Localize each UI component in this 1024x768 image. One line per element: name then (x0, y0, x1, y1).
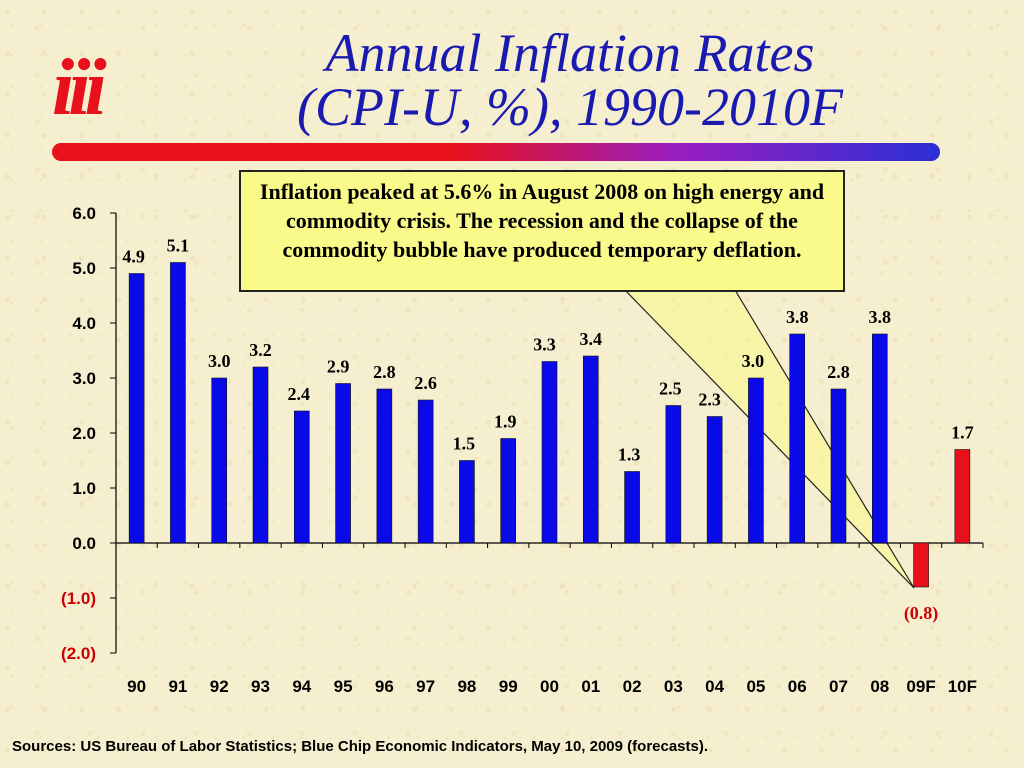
x-tick-label-90: 90 (127, 677, 146, 696)
data-label-94: 2.4 (288, 384, 311, 404)
y-tick-label: 3.0 (72, 369, 96, 388)
source-note: Sources: US Bureau of Labor Statistics; … (12, 738, 709, 755)
bar-00 (541, 361, 558, 544)
data-label-00: 3.3 (533, 335, 556, 355)
bar-03 (665, 405, 682, 544)
x-tick-label-93: 93 (251, 677, 270, 696)
y-tick-label: 2.0 (72, 424, 96, 443)
bar-07 (830, 388, 847, 544)
bar-09F (913, 542, 929, 588)
x-tick-label-01: 01 (581, 677, 600, 696)
x-tick-label-98: 98 (457, 677, 476, 696)
x-tick-label-00: 00 (540, 677, 559, 696)
y-tick-label: 0.0 (72, 534, 96, 553)
data-label-04: 2.3 (698, 390, 721, 410)
x-tick-label-08: 08 (870, 677, 889, 696)
x-axis-labels: 90 91 92 93 94 95 96 97 98 99 00 01 02 03 04 05 06 07 08 09… (127, 677, 977, 696)
y-tick-label: (1.0) (61, 589, 96, 608)
y-tick-label: (2.0) (61, 644, 96, 663)
data-label-97: 2.6 (414, 373, 437, 393)
bar-10F (954, 449, 971, 544)
x-tick-label-10F: 10F (948, 677, 977, 696)
title-line-2: (CPI-U, %), 1990-2010F (297, 77, 843, 137)
chart-bars (128, 262, 971, 588)
y-tick-label: 5.0 (72, 259, 96, 278)
data-label-90: 4.9 (122, 247, 145, 267)
x-tick-label-05: 05 (746, 677, 765, 696)
title-underline-bar (52, 143, 940, 161)
x-tick-label-09F: 09F (906, 677, 935, 696)
bar-08 (871, 333, 888, 544)
data-label-93: 3.2 (249, 340, 272, 360)
bar-05 (748, 377, 764, 544)
data-label-98: 1.5 (453, 434, 476, 454)
bar-97 (417, 399, 434, 544)
y-axis-ticks: 6.0 5.0 4.0 3.0 2.0 1.0 0.0 (1.0) (2.0) (61, 204, 984, 663)
bar-91 (170, 262, 186, 544)
bar-94 (293, 410, 310, 544)
data-label-05: 3.0 (742, 351, 765, 371)
data-label-02: 1.3 (618, 445, 641, 465)
bar-06 (789, 333, 806, 544)
x-tick-label-04: 04 (705, 677, 724, 696)
bar-92 (211, 377, 228, 544)
data-label-01: 3.4 (580, 329, 603, 349)
x-tick-label-95: 95 (334, 677, 353, 696)
bar-01 (582, 355, 599, 544)
bar-04 (706, 416, 723, 544)
bar-95 (335, 383, 351, 544)
bar-90 (128, 273, 145, 544)
data-label-03: 2.5 (659, 379, 682, 399)
data-label-96: 2.8 (373, 362, 396, 382)
x-tick-label-91: 91 (168, 677, 187, 696)
x-tick-label-99: 99 (499, 677, 518, 696)
data-label-91: 5.1 (167, 236, 190, 256)
data-labels: 4.9 5.1 3.0 3.2 2.4 2.9 2.8 2.6 1.5 1.9 3.3 3.4 1.3 2… (122, 236, 973, 625)
x-tick-label-94: 94 (292, 677, 311, 696)
data-label-10F: 1.7 (951, 423, 974, 443)
bar-96 (376, 388, 393, 544)
bar-02 (624, 471, 640, 544)
data-label-95: 2.9 (327, 357, 350, 377)
x-tick-label-02: 02 (623, 677, 642, 696)
data-label-06: 3.8 (786, 307, 809, 327)
data-label-92: 3.0 (208, 351, 231, 371)
iii-logo: iii (52, 44, 107, 132)
y-tick-label: 4.0 (72, 314, 96, 333)
x-tick-label-06: 06 (788, 677, 807, 696)
callout-box: Inflation peaked at 5.6% in August 2008 … (239, 170, 845, 292)
bar-98 (459, 460, 475, 544)
x-tick-label-07: 07 (829, 677, 848, 696)
data-label-09F: (0.8) (904, 603, 939, 624)
y-tick-label: 6.0 (72, 204, 96, 223)
x-tick-label-92: 92 (210, 677, 229, 696)
x-tick-label-97: 97 (416, 677, 435, 696)
x-tick-label-96: 96 (375, 677, 394, 696)
data-label-07: 2.8 (827, 362, 850, 382)
bar-93 (252, 366, 269, 544)
x-tick-label-03: 03 (664, 677, 683, 696)
data-label-08: 3.8 (869, 307, 892, 327)
bar-99 (500, 438, 517, 544)
y-tick-label: 1.0 (72, 479, 96, 498)
title-line-1: Annual Inflation Rates (325, 23, 815, 83)
chart-title: Annual Inflation Rates (CPI-U, %), 1990-… (200, 26, 940, 134)
data-label-99: 1.9 (494, 412, 517, 432)
